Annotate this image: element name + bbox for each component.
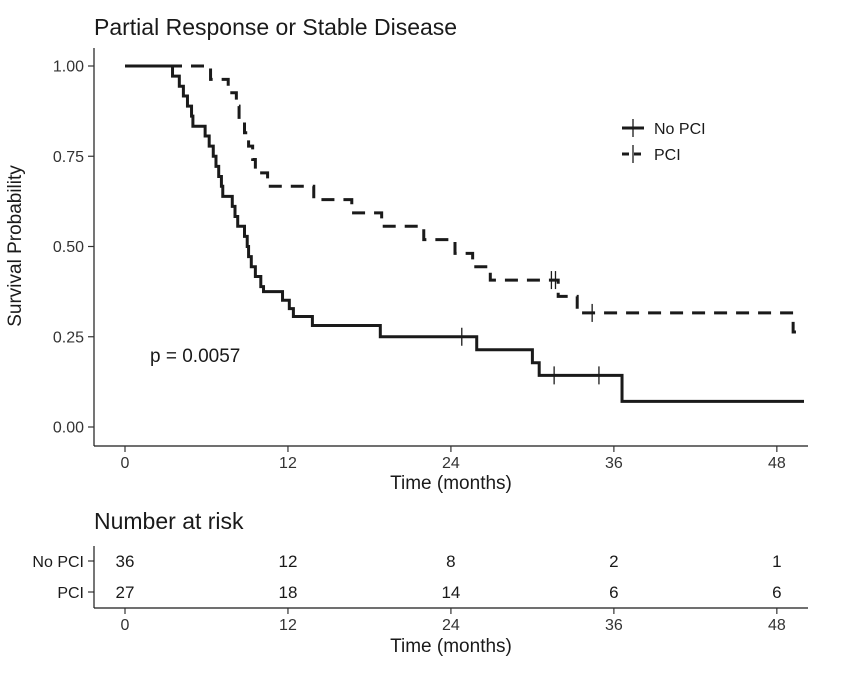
risk-cell: 12 — [278, 552, 297, 571]
risk-table: No PCI 36 12 8 2 1 PCI 27 18 14 6 6 — [32, 552, 781, 602]
x-tick-label: 36 — [605, 455, 623, 472]
risk-cell: 36 — [116, 552, 135, 571]
y-axis-title: Survival Probability — [5, 165, 26, 327]
risk-cell: 6 — [609, 583, 618, 602]
x-ticks: 0 12 24 36 48 — [121, 446, 786, 472]
risk-cell: 8 — [446, 552, 455, 571]
risk-x-tick-label: 48 — [768, 617, 786, 634]
risk-x-tick-label: 12 — [279, 617, 297, 634]
y-tick-label: 0.50 — [53, 239, 84, 256]
risk-cell: 18 — [278, 583, 297, 602]
y-ticks: 0.00 0.25 0.50 0.75 1.00 — [53, 59, 94, 437]
plot-area — [125, 64, 804, 403]
y-tick-label: 1.00 — [53, 59, 84, 76]
x-tick-label: 48 — [768, 455, 786, 472]
risk-cell: 27 — [116, 583, 135, 602]
y-tick-label: 0.25 — [53, 329, 84, 346]
risk-cell: 2 — [609, 552, 618, 571]
risk-cell: 1 — [772, 552, 781, 571]
survival-curve-no-pci — [125, 64, 804, 403]
risk-x-tick-label: 24 — [442, 617, 460, 634]
x-axis-title: Time (months) — [390, 473, 512, 494]
y-tick-label: 0.75 — [53, 149, 84, 166]
risk-x-tick-label: 36 — [605, 617, 623, 634]
chart-title: Partial Response or Stable Disease — [94, 14, 457, 40]
risk-cell: 14 — [441, 583, 460, 602]
risk-row-label: PCI — [57, 585, 84, 602]
p-value-annotation: p = 0.0057 — [150, 346, 240, 367]
risk-x-axis-title: Time (months) — [390, 636, 512, 657]
x-tick-label: 0 — [121, 455, 130, 472]
x-tick-label: 24 — [442, 455, 460, 472]
risk-x-ticks: 0 12 24 36 48 — [121, 608, 786, 634]
x-tick-label: 12 — [279, 455, 297, 472]
survival-curve-pci — [125, 64, 804, 334]
risk-table-title: Number at risk — [94, 508, 244, 534]
legend-label: No PCI — [654, 121, 706, 138]
risk-row-label: No PCI — [32, 554, 84, 571]
legend: No PCI PCI — [622, 119, 706, 164]
risk-cell: 6 — [772, 583, 781, 602]
y-tick-label: 0.00 — [53, 420, 84, 437]
legend-label: PCI — [654, 147, 681, 164]
risk-x-tick-label: 0 — [121, 617, 130, 634]
